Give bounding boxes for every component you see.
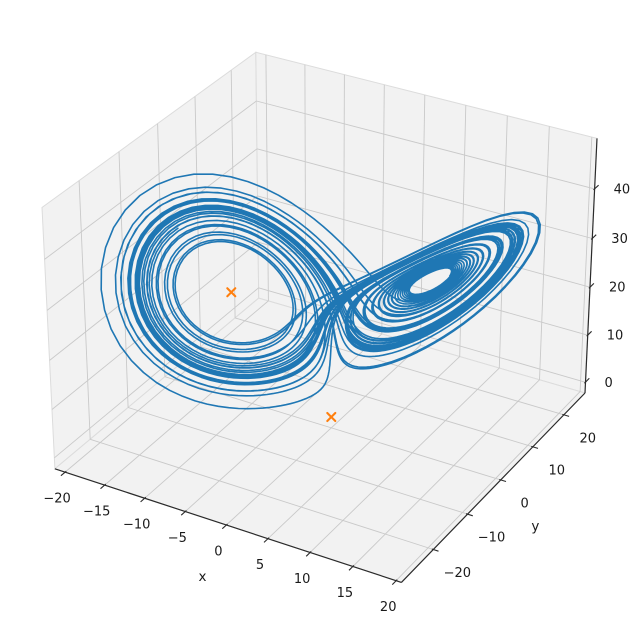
x-tick--5-label: −5 bbox=[168, 531, 187, 546]
x-tick-20-mark bbox=[391, 579, 398, 585]
z-tick-40-mark bbox=[593, 184, 599, 191]
fixed-point-marker bbox=[326, 411, 337, 423]
x-tick-15-label: 15 bbox=[337, 586, 354, 601]
y-tick--20-mark bbox=[431, 548, 439, 552]
z-gridline-left-wall bbox=[49, 195, 258, 361]
x-gridline-floor bbox=[104, 311, 306, 486]
y-tick-0-label: 0 bbox=[521, 496, 529, 511]
x-tick--5-mark bbox=[180, 510, 187, 516]
x-tick-20-label: 20 bbox=[380, 600, 397, 615]
lorenz-trajectory-line bbox=[100, 173, 541, 410]
x-tick--10-mark bbox=[140, 496, 147, 503]
z-tick-0-label: 0 bbox=[605, 376, 613, 391]
fixed-point-marker bbox=[226, 287, 237, 298]
z-gridline-back-wall bbox=[256, 100, 595, 190]
y-gridline-floor bbox=[234, 317, 564, 416]
x-gridline-wall bbox=[498, 115, 508, 369]
z-tick-20-label: 20 bbox=[609, 281, 626, 296]
x-tick-15-mark bbox=[348, 565, 355, 571]
z-tick-10-mark bbox=[586, 330, 592, 337]
x-tick-10-label: 10 bbox=[294, 572, 311, 587]
y-gridline-floor bbox=[127, 407, 468, 515]
y-tick-10-label: 10 bbox=[549, 463, 566, 478]
x-gridline-floor bbox=[267, 356, 461, 539]
z-axis-line bbox=[584, 138, 598, 394]
x-tick--20-label: −20 bbox=[43, 492, 70, 507]
z-tick-10-label: 10 bbox=[607, 329, 624, 344]
x-gridline-floor bbox=[64, 300, 269, 473]
x-tick--10-label: −10 bbox=[123, 518, 150, 533]
fixed-point-markers bbox=[226, 287, 337, 423]
y-tick--10-label: −10 bbox=[478, 531, 505, 546]
z-tick-20-mark bbox=[588, 283, 595, 289]
z-tick-30-mark bbox=[590, 234, 597, 240]
x-tick--15-mark bbox=[100, 483, 107, 490]
x-gridline-wall bbox=[304, 64, 307, 312]
y-axis-label: y bbox=[531, 518, 539, 534]
y-gridline-wall bbox=[118, 151, 129, 408]
y-gridline-wall bbox=[230, 70, 236, 318]
x-axis-line bbox=[54, 468, 402, 583]
x-tick--15-label: −15 bbox=[83, 505, 110, 520]
x-tick--20-mark bbox=[60, 470, 67, 477]
x-gridline-wall bbox=[265, 54, 269, 301]
x-gridline-floor bbox=[226, 344, 421, 526]
y-tick-10-mark bbox=[531, 445, 539, 449]
y-gridline-wall bbox=[78, 180, 91, 440]
x-gridline-floor bbox=[309, 367, 500, 553]
ticks-and-labels: −20 −15 −10 −5 0 5 10 15 20 −20 −10 0 10 20 0 10 20 30 40 x… bbox=[43, 182, 630, 615]
x-gridline-wall bbox=[579, 137, 593, 392]
y-gridline-floor bbox=[90, 438, 434, 550]
x-gridline-floor bbox=[352, 379, 540, 567]
y-tick-0-mark bbox=[499, 478, 507, 483]
x-marker-stroke bbox=[326, 411, 337, 423]
x-gridline-floor bbox=[395, 391, 581, 581]
y-gridline-wall bbox=[194, 96, 202, 347]
axis-lines bbox=[54, 138, 598, 583]
y-tick-20-label: 20 bbox=[580, 431, 597, 446]
y-tick--20-label: −20 bbox=[444, 566, 471, 581]
z-tick-40-label: 40 bbox=[614, 182, 631, 197]
y-axis-line bbox=[400, 392, 586, 583]
x-tick-0-mark bbox=[221, 523, 228, 530]
z-gridline-left-wall bbox=[54, 287, 259, 459]
z-gridline-back-wall bbox=[256, 148, 593, 239]
y-tick-20-mark bbox=[562, 413, 570, 417]
x-tick-5-label: 5 bbox=[256, 558, 264, 573]
z-tick-30-label: 30 bbox=[611, 232, 628, 247]
x-gridline-wall bbox=[343, 74, 345, 323]
x-tick-10-mark bbox=[305, 551, 312, 557]
y-tick--10-mark bbox=[465, 513, 473, 517]
x-marker-stroke bbox=[226, 287, 237, 298]
z-tick-0-mark bbox=[584, 377, 590, 384]
x-tick-5-mark bbox=[263, 537, 270, 543]
z-gridline-left-wall bbox=[44, 100, 257, 260]
z-gridline-back-wall bbox=[257, 195, 591, 288]
x-axis-label: x bbox=[199, 569, 207, 585]
x-gridline-wall bbox=[539, 126, 550, 380]
x-tick-0-label: 0 bbox=[214, 545, 222, 560]
x-gridline-wall bbox=[381, 84, 385, 334]
